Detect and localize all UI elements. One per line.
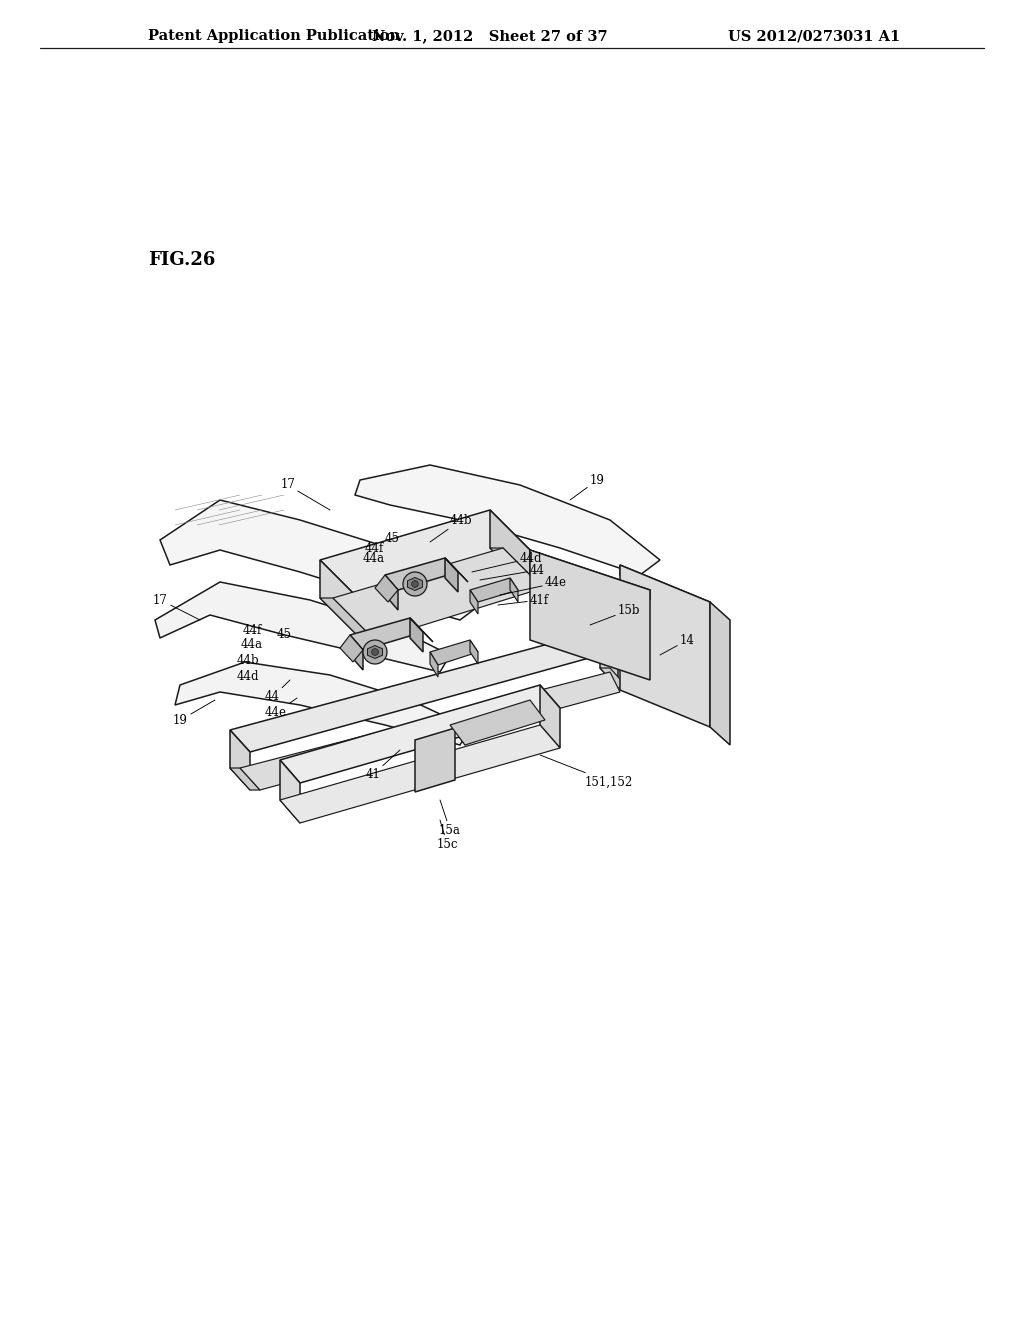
Text: 41: 41: [366, 750, 400, 781]
Polygon shape: [470, 590, 478, 614]
Text: 19: 19: [173, 700, 215, 726]
Text: 44e: 44e: [500, 577, 567, 595]
Polygon shape: [280, 760, 300, 822]
Text: 44e: 44e: [265, 698, 297, 719]
Polygon shape: [350, 618, 423, 649]
Text: 17: 17: [154, 594, 200, 620]
Polygon shape: [445, 558, 468, 582]
Polygon shape: [408, 578, 423, 590]
Text: 14: 14: [660, 634, 695, 655]
Text: 44d: 44d: [237, 669, 259, 682]
Polygon shape: [430, 640, 478, 665]
Text: 44f: 44f: [365, 541, 384, 554]
Polygon shape: [230, 630, 618, 752]
Polygon shape: [175, 663, 470, 744]
Circle shape: [362, 640, 387, 664]
Text: 44: 44: [265, 680, 290, 704]
Circle shape: [403, 572, 427, 597]
Text: 44: 44: [480, 564, 545, 579]
Polygon shape: [160, 500, 480, 620]
Polygon shape: [340, 635, 362, 663]
Polygon shape: [319, 560, 362, 640]
Polygon shape: [445, 558, 458, 591]
Polygon shape: [510, 578, 518, 602]
Polygon shape: [319, 510, 530, 602]
Polygon shape: [230, 768, 260, 789]
Text: 15a: 15a: [439, 800, 461, 837]
Text: 15c: 15c: [436, 820, 458, 850]
Text: 44d: 44d: [472, 552, 543, 572]
Polygon shape: [600, 668, 628, 688]
Text: 44a: 44a: [241, 639, 263, 652]
Polygon shape: [600, 630, 618, 688]
Text: 17: 17: [281, 479, 330, 510]
Polygon shape: [710, 602, 730, 744]
Text: 45: 45: [384, 532, 399, 544]
Polygon shape: [620, 565, 710, 612]
Polygon shape: [530, 550, 650, 680]
Circle shape: [372, 648, 378, 655]
Text: 41f: 41f: [498, 594, 549, 606]
Polygon shape: [368, 645, 383, 659]
Text: 19: 19: [570, 474, 605, 500]
Text: US 2012/0273031 A1: US 2012/0273031 A1: [728, 29, 900, 44]
Polygon shape: [230, 730, 250, 789]
Polygon shape: [355, 465, 660, 576]
Text: 44b: 44b: [430, 513, 473, 543]
Polygon shape: [333, 548, 543, 640]
Polygon shape: [540, 685, 560, 748]
Text: FIG.26: FIG.26: [148, 251, 215, 269]
Text: 44a: 44a: [362, 553, 385, 565]
Polygon shape: [375, 576, 398, 602]
Text: 44b: 44b: [237, 653, 259, 667]
Text: Nov. 1, 2012   Sheet 27 of 37: Nov. 1, 2012 Sheet 27 of 37: [372, 29, 608, 44]
Polygon shape: [385, 576, 398, 610]
Text: 44f: 44f: [243, 623, 261, 636]
Polygon shape: [280, 725, 560, 822]
Polygon shape: [240, 672, 620, 789]
Polygon shape: [410, 618, 423, 652]
Polygon shape: [470, 640, 478, 664]
Polygon shape: [430, 652, 438, 677]
Text: Patent Application Publication: Patent Application Publication: [148, 29, 400, 44]
Text: 151,152: 151,152: [540, 755, 633, 788]
Polygon shape: [155, 582, 450, 672]
Polygon shape: [490, 548, 543, 587]
Polygon shape: [470, 578, 518, 602]
Polygon shape: [350, 635, 362, 671]
Polygon shape: [385, 558, 458, 590]
Polygon shape: [319, 598, 375, 640]
Polygon shape: [620, 565, 710, 727]
Polygon shape: [530, 550, 650, 601]
Polygon shape: [490, 510, 530, 587]
Circle shape: [412, 581, 419, 587]
Text: 45: 45: [276, 627, 292, 640]
Text: 15b: 15b: [590, 603, 640, 624]
Polygon shape: [450, 700, 545, 744]
Polygon shape: [280, 685, 560, 783]
Polygon shape: [410, 618, 433, 642]
Polygon shape: [415, 729, 455, 792]
